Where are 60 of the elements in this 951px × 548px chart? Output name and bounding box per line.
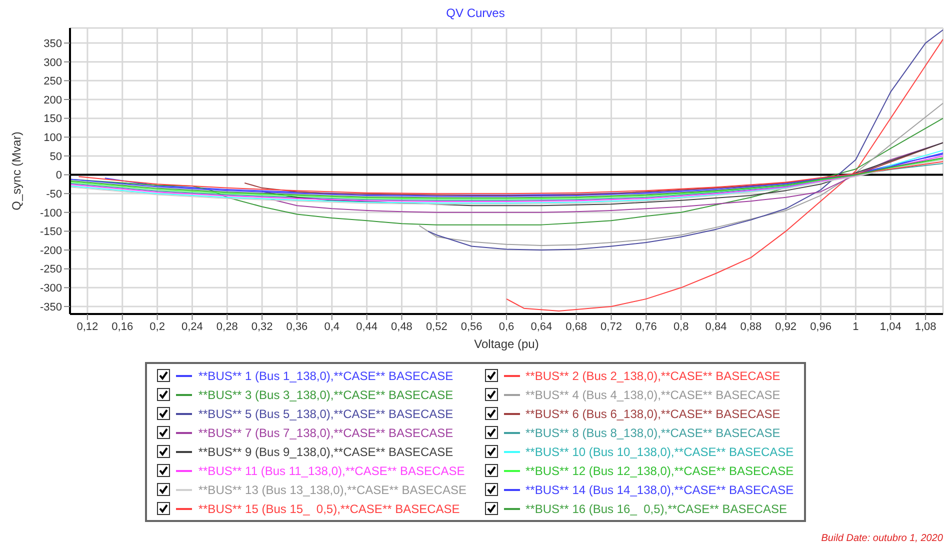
y-tick-label: 200 <box>44 94 62 106</box>
y-tick-label: 350 <box>44 38 62 50</box>
legend-label: **BUS** 4 (Bus 4_138,0),**CASE** BASECASE <box>526 388 780 402</box>
x-tick-label: 0,12 <box>76 320 98 333</box>
y-tick-label: 50 <box>50 150 62 163</box>
legend-label: **BUS** 10 (Bus 10_138,0),**CASE** BASECASE <box>526 444 794 458</box>
x-tick-label: 0,52 <box>426 320 448 333</box>
legend-label: **BUS** 6 (Bus 6_138,0),**CASE** BASECASE <box>526 406 780 420</box>
x-tick-label: 1 <box>852 320 859 333</box>
text: Build Date: outubro 1, 2020 <box>821 533 943 544</box>
x-tick-label: 0,32 <box>251 320 273 333</box>
x-tick-label: 0,48 <box>391 320 412 333</box>
legend-label: **BUS** 7 (Bus 7_138,0),**CASE** BASECASE <box>198 426 454 440</box>
x-tick-label: 0,96 <box>810 320 832 333</box>
x-tick-label: 0,28 <box>216 320 238 333</box>
legend-label: **BUS** 9 (Bus 9_138,0),**CASE** BASECASE <box>198 444 454 458</box>
y-tick-label: -100 <box>40 207 62 220</box>
legend-label: **BUS** 3 (Bus 3_138,0),**CASE** BASECASE <box>198 388 454 402</box>
legend-label: **BUS** 15 (Bus 15_ 0,5),**CASE** BASECASE <box>198 502 460 516</box>
x-axis-title: Voltage (pu) <box>474 337 539 351</box>
legend-label: **BUS** 2 (Bus 2_138,0),**CASE** BASECASE <box>526 368 780 382</box>
x-tick-label: 0,88 <box>740 320 762 333</box>
y-tick-label: 250 <box>44 76 62 88</box>
x-tick-label: 0,68 <box>566 320 588 333</box>
legend-label: **BUS** 14 (Bus 14_138,0),**CASE** BASECASE <box>526 482 794 496</box>
x-tick-label: 0,76 <box>635 320 657 333</box>
y-tick-label: -50 <box>46 188 62 200</box>
x-tick-label: 0,92 <box>775 320 797 333</box>
x-tick-label: 0,56 <box>460 320 482 333</box>
y-tick-label: -350 <box>40 301 62 314</box>
x-tick-label: 1,08 <box>914 320 936 333</box>
y-tick-label: -250 <box>40 264 62 276</box>
x-tick-label: 0,24 <box>182 320 203 333</box>
y-tick-label: -150 <box>40 226 62 238</box>
legend-label: **BUS** 11 (Bus 11_138,0),**CASE** BASECASE <box>198 464 465 478</box>
legend-label: **BUS** 12 (Bus 12_138,0),**CASE** BASECASE <box>526 464 794 478</box>
x-tick-label: 0,36 <box>286 320 308 333</box>
legend-label: **BUS** 5 (Bus 5_138,0),**CASE** BASECASE <box>198 406 454 420</box>
x-tick-label: 0,4 <box>324 320 340 333</box>
x-tick-label: 0,72 <box>600 320 622 333</box>
y-tick-label: 150 <box>44 113 62 126</box>
legend-label: **BUS** 13 (Bus 13_138,0),**CASE** BASECASE <box>198 482 466 496</box>
x-tick-label: 0,64 <box>530 320 552 333</box>
y-tick-label: 0 <box>56 170 62 182</box>
y-tick-label: -200 <box>40 244 62 257</box>
chart-title: QV Curves <box>445 5 506 22</box>
x-tick-label: 0,16 <box>112 320 134 333</box>
legend-label: **BUS** 8 (Bus 8_138,0),**CASE** BASECASE <box>526 426 780 440</box>
x-tick-label: 0,44 <box>356 320 378 333</box>
y-tick-label: 300 <box>44 56 62 69</box>
legend-label: **BUS** 1 (Bus 1_138,0),**CASE** BASECASE <box>198 368 454 382</box>
x-tick-label: 1,04 <box>880 320 902 333</box>
x-tick-label: 0,8 <box>673 320 689 333</box>
x-tick-label: 0,2 <box>150 320 165 333</box>
y-tick-label: -300 <box>40 282 62 295</box>
legend-label: **BUS** 16 (Bus 16_ 0,5),**CASE** BASECASE <box>526 502 787 516</box>
x-tick-label: 0,6 <box>498 320 514 333</box>
y-axis-title: Q_sync (Mvar) <box>9 132 24 210</box>
y-tick-label: 100 <box>44 132 62 144</box>
x-tick-label: 0,84 <box>705 320 727 333</box>
